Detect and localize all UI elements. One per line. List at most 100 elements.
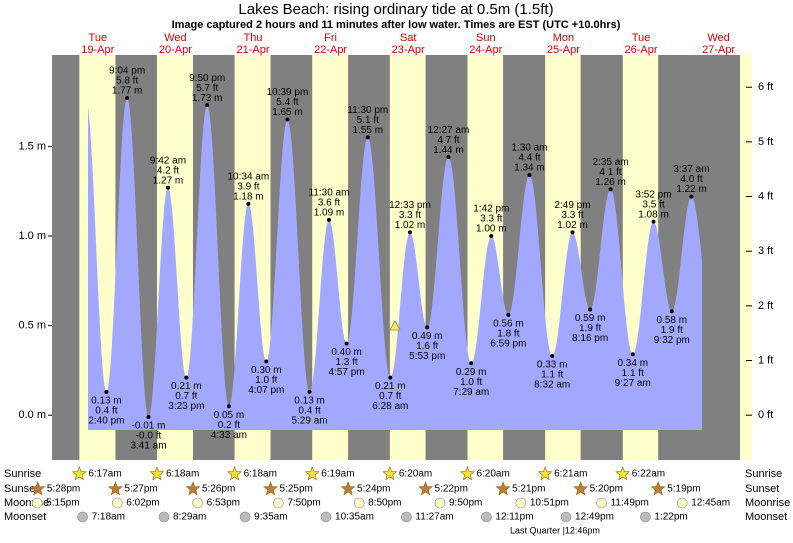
tide-label: 1.3 ft [335, 357, 357, 368]
row-time: 6:17am [88, 469, 121, 480]
tide-label: 1.8 ft [497, 328, 519, 339]
row-time: 6:18am [166, 469, 199, 480]
tide-label: 1.77 m [112, 86, 143, 97]
sun-icon [30, 481, 46, 496]
tide-label: 4:33 am [211, 430, 247, 441]
tide-label: 2:49 pm [554, 200, 590, 211]
tide-label: 0.21 m [171, 381, 202, 392]
tide-label: 1.02 m [395, 220, 426, 231]
tide-point [570, 230, 575, 235]
moonrise-icon [515, 497, 527, 509]
tide-label: 1.0 ft [460, 377, 482, 388]
tide-label: 1.09 m [314, 208, 345, 219]
tide-label: 4:07 pm [248, 385, 284, 396]
tide-point [689, 194, 694, 199]
sun-icon [340, 481, 356, 496]
y2-tick-label: 1 ft [758, 354, 773, 366]
tide-label: 1.44 m [433, 145, 464, 156]
tide-point [184, 375, 189, 380]
tide-point [246, 201, 251, 206]
tide-label: 9:50 pm [189, 73, 225, 84]
row-time: 1:22pm [654, 512, 687, 523]
sun-icon [185, 481, 201, 496]
y-tick-label: 1.5 m [18, 140, 46, 152]
row-time: 5:20pm [590, 484, 623, 495]
day-date: 25-Apr [547, 44, 580, 56]
row-time: 12:49pm [575, 512, 614, 523]
row-time: 6:22am [632, 469, 665, 480]
sun-icon [227, 466, 243, 481]
tide-point [125, 96, 130, 101]
tide-point [146, 414, 151, 419]
row-label: Sunset [4, 483, 38, 495]
tide-label: 6:59 pm [490, 338, 526, 349]
day-name: Thu [244, 32, 263, 44]
day-date: 21-Apr [236, 44, 269, 56]
tide-label: 5:53 pm [409, 351, 445, 362]
y2-tick-label: 6 ft [758, 81, 773, 93]
tide-point [506, 312, 511, 317]
tide-point [588, 307, 593, 312]
moonrise-icon [596, 497, 607, 509]
moonrise-icon [353, 497, 365, 509]
day-name: Wed [707, 32, 729, 44]
sun-icon [418, 481, 434, 496]
tide-point [446, 155, 451, 160]
row-time: 10:35am [335, 512, 374, 523]
tide-label: 0.49 m [412, 331, 443, 342]
day-name: Mon [553, 32, 574, 44]
row-time: 12:45am [691, 498, 730, 509]
tide-label: 1.00 m [476, 224, 507, 235]
row-time: 12:11pm [495, 512, 533, 523]
tide-point [307, 389, 312, 394]
tide-point [326, 217, 331, 222]
row-time: 5:21pm [512, 484, 545, 495]
tide-label: 0.13 m [294, 396, 325, 407]
tide-label: 0.13 m [91, 396, 122, 407]
tide-point [527, 173, 532, 178]
tide-label: 1.65 m [272, 107, 303, 118]
row-time: 6:19am [321, 469, 354, 480]
tide-label: 9:42 am [150, 155, 186, 166]
row-time: 5:22pm [435, 484, 468, 495]
tide-label: 8:16 pm [572, 333, 608, 344]
row-time: 5:19pm [667, 484, 700, 495]
moonset-icon [77, 511, 88, 523]
tide-label: 0.21 m [375, 381, 406, 392]
tide-point [344, 341, 349, 346]
y2-tick-label: 4 ft [758, 190, 773, 202]
row-time: 6:21am [554, 469, 587, 480]
row-label: Sunset [745, 483, 779, 495]
tide-label: 5.4 ft [276, 97, 298, 108]
tide-label: 1.27 m [153, 175, 184, 186]
row-label: Moonrise [745, 497, 790, 509]
tide-label: 0.2 ft [218, 420, 240, 431]
moonset-icon [481, 511, 492, 523]
row-time: 6:20am [399, 469, 432, 480]
row-time: 9:50pm [449, 498, 482, 509]
tide-label: 1.18 m [233, 191, 264, 202]
tide-label: 3.9 ft [237, 181, 259, 192]
tide-label: 0.4 ft [95, 406, 117, 417]
tide-point [205, 103, 210, 108]
tide-label: -0.0 ft [136, 431, 162, 442]
moonrise-icon [273, 497, 284, 509]
tide-label: 4.4 ft [518, 153, 540, 164]
tide-label: 8:32 am [534, 380, 570, 391]
tide-label: 1.6 ft [416, 341, 438, 352]
tide-label: 1.73 m [192, 93, 223, 104]
day-name: Fri [324, 32, 337, 44]
day-name: Tue [632, 32, 651, 44]
tide-label: 0.33 m [537, 360, 568, 371]
sun-icon [263, 481, 279, 496]
tide-area [88, 98, 702, 430]
moonset-icon [320, 511, 332, 523]
tide-label: 5.8 ft [116, 76, 138, 87]
moonset-icon [401, 511, 412, 523]
tide-label: 0.30 m [251, 365, 282, 376]
tide-label: 0.4 ft [298, 406, 320, 417]
row-time: 6:02pm [126, 498, 159, 509]
row-label: Moonset [745, 511, 787, 523]
tide-point [669, 309, 674, 314]
